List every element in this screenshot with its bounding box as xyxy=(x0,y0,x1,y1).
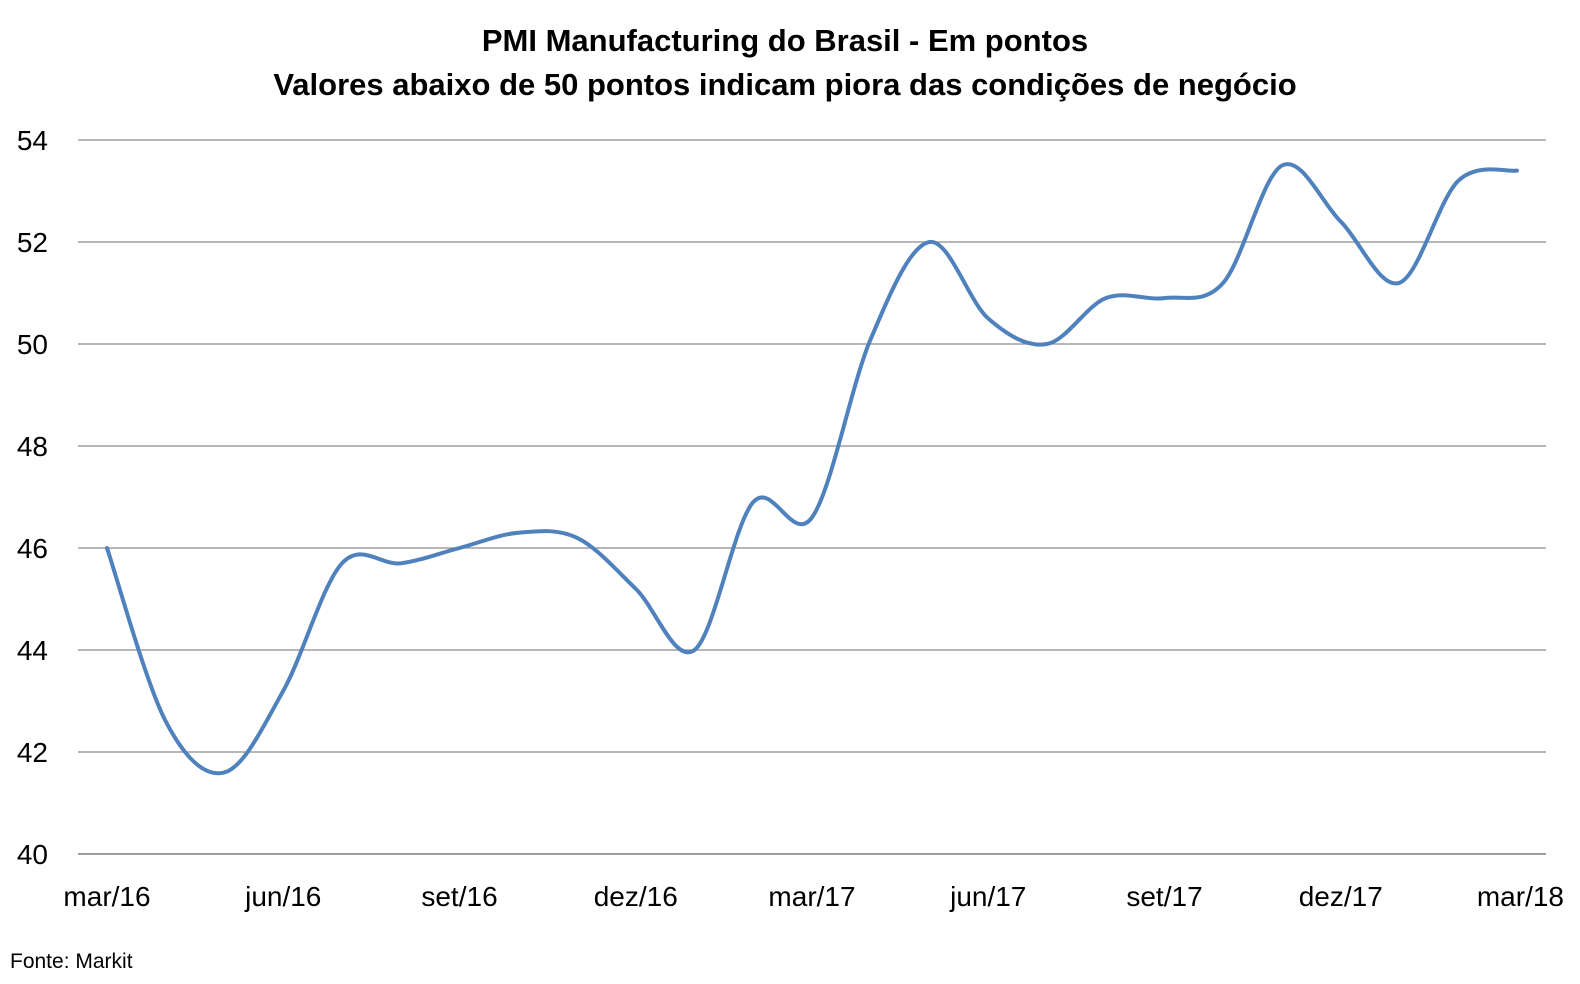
x-axis-tick-labels: mar/16 jun/16 set/16 dez/16 mar/17 jun/17 set/… xyxy=(63,881,1564,912)
data-point-mar-17 xyxy=(810,515,814,519)
data-point-dez-16 xyxy=(634,587,638,591)
y-axis-tick-labels: 40 42 44 46 48 50 52 54 xyxy=(17,125,48,870)
source-note: Fonte: Markit xyxy=(10,950,133,973)
data-point-jan-17 xyxy=(693,648,697,652)
chart-title: PMI Manufacturing do Brasil - Em pontos xyxy=(482,23,1088,58)
x-tick-label: set/17 xyxy=(1126,881,1202,912)
y-tick-label: 40 xyxy=(17,839,48,870)
x-tick-label: jun/16 xyxy=(244,881,321,912)
series-line xyxy=(105,162,1519,776)
data-point-fev-18 xyxy=(1456,179,1460,183)
data-point-abr-17 xyxy=(869,337,873,341)
x-tick-label: set/16 xyxy=(421,881,497,912)
data-point-fev-17 xyxy=(751,500,755,504)
data-point-nov-17 xyxy=(1280,164,1284,168)
x-tick-label: dez/17 xyxy=(1299,881,1383,912)
gridlines xyxy=(78,139,1546,855)
y-tick-label: 46 xyxy=(17,533,48,564)
data-point-jul-17 xyxy=(1045,342,1049,346)
data-point-jan-18 xyxy=(1398,281,1402,285)
x-tick-label: mar/16 xyxy=(63,881,150,912)
x-tick-label: mar/18 xyxy=(1477,881,1564,912)
data-points xyxy=(105,164,1519,775)
data-point-jun-17 xyxy=(986,317,990,321)
data-point-mar-18 xyxy=(1515,169,1519,173)
y-tick-label: 50 xyxy=(17,329,48,360)
x-tick-label: jun/17 xyxy=(949,881,1026,912)
x-tick-label: dez/16 xyxy=(594,881,678,912)
data-point-out-16 xyxy=(516,531,520,535)
y-tick-label: 52 xyxy=(17,227,48,258)
data-point-mai-17 xyxy=(928,240,932,244)
data-point-mai-16 xyxy=(223,770,227,774)
data-point-nov-16 xyxy=(575,536,579,540)
data-point-jul-16 xyxy=(340,561,344,565)
data-point-jun-16 xyxy=(281,689,285,693)
data-point-ago-17 xyxy=(1104,296,1108,300)
y-tick-label: 54 xyxy=(17,125,48,156)
y-tick-label: 48 xyxy=(17,431,48,462)
y-tick-label: 44 xyxy=(17,635,48,666)
data-point-mar-16 xyxy=(105,546,109,550)
x-tick-label: mar/17 xyxy=(768,881,855,912)
data-point-ago-16 xyxy=(399,561,403,565)
data-point-abr-16 xyxy=(164,719,168,723)
y-tick-label: 42 xyxy=(17,737,48,768)
data-point-set-16 xyxy=(458,546,462,550)
chart-subtitle: Valores abaixo de 50 pontos indicam pior… xyxy=(273,67,1296,102)
data-point-out-17 xyxy=(1221,281,1225,285)
data-point-set-17 xyxy=(1163,296,1167,300)
data-point-dez-17 xyxy=(1339,220,1343,224)
